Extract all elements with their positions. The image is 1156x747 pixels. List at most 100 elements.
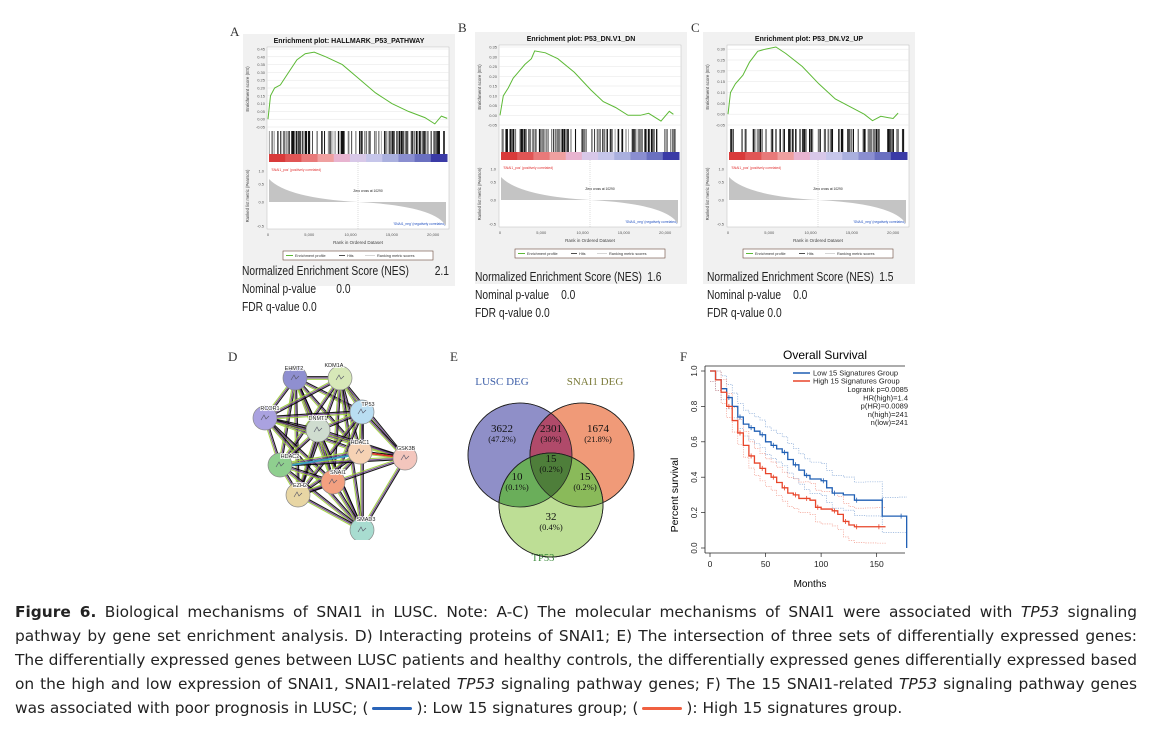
gsea-canvas: 0.350.300.250.200.150.100.050.00-0.05Enr… [477,45,682,259]
venn-label-snai1: SNAI1 DEG [567,376,624,388]
interaction-edge [279,453,361,468]
y-tick-label: 0.00 [489,113,498,118]
protein-structure-icon [355,448,365,455]
x-tick-label: 0 [708,559,713,569]
venn-count: 32 [546,511,557,523]
interaction-edge [361,457,406,531]
caption-text: ): High 15 signatures group. [686,699,903,717]
ranking-heat-segment [382,154,399,162]
p-label: Nominal p-value [707,288,782,302]
gsea-plot-b: 0.35 0.30 0.25 0.20 0.15 0.10 0.05 0.00 -0.05 Enr… [475,32,687,284]
interaction-edge [265,378,341,420]
interaction-edge [278,376,340,465]
panel-letter-b: B [458,20,467,35]
gsea-stats-b: Normalized Enrichment Score (NES) 1.6 Nom… [475,268,721,322]
caption-text: signaling pathway genes was associated w… [15,675,1137,717]
y-tick-label: 0.15 [257,93,266,98]
ranking-heat-segment [333,154,351,162]
y-tick-label: 0.25 [257,78,266,83]
ranking-heat-segment [793,152,811,160]
interaction-edge [332,411,363,483]
protein-structure-icon [275,461,285,468]
low-group-survival-line [710,370,908,548]
panel-letter-d: D [228,349,238,364]
venn-label-lusc: LUSC DEG [475,376,529,388]
venn-count: 1674 [587,423,610,435]
y-tick-label: 0.30 [717,47,726,52]
venn-count: 10 [512,471,524,483]
protein-structure-icon [293,491,303,498]
legend-line-high [642,707,683,710]
interaction-edge [279,450,360,465]
ranking-heat-segment [430,154,448,162]
rank-y-tick: 0.5 [258,182,264,187]
x-tick-label: 5,000 [764,230,775,235]
rank-y-tick: -0.5 [489,222,497,227]
legend-label: Low 15 Signatures Group [813,369,898,378]
gsea-title: Enrichment plot: P53_DN.V1_DN [526,36,636,43]
y-tick-label: 0.05 [257,109,266,114]
fdr-value: 0.0 [535,306,550,320]
y-tick-label: 0.20 [717,68,726,73]
interaction-edge [360,457,405,530]
x-tick-label: 15,000 [618,230,631,235]
negative-label: 'SNAI1_neg' (negatively correlated) [853,220,905,224]
gsea-stats-a: Normalized Enrichment Score (NES) 2.1 Nom… [242,262,488,316]
venn-diagram: LUSC DEG SNAI1 DEG TP53 3622(47.2%)2301(… [467,376,635,564]
protein-structure-icon [335,374,345,381]
x-axis-label: Months [794,579,827,590]
protein-node [285,482,311,508]
p-value: 0.0 [561,288,576,302]
interaction-edge [264,377,341,419]
y-tick-label: 0.8 [690,400,699,412]
venn-percent: (30%) [540,434,561,444]
venn-count: 3622 [491,423,513,435]
p-value: 0.0 [793,288,808,302]
ranking-heat-segment [517,152,534,160]
protein-label: KDM1A [325,363,344,369]
x-axis-label: Rank in Ordered Dataset [565,238,616,243]
fdr-label: FDR q-value [707,306,765,320]
fdr-label: FDR q-value [475,306,533,320]
y-tick-label: 0.30 [257,70,266,75]
protein-node [282,365,308,391]
venn-percent: (0.4%) [539,522,563,532]
x-tick-label: 15,000 [386,232,399,237]
y-tick-label: 0.2 [690,506,699,518]
ranking-heat-segment [842,152,859,160]
protein-label: GSK3B [397,446,416,452]
interaction-edge [279,464,363,531]
ranking-heat-segment [581,152,599,160]
y-axis-label: Percent survival [669,458,681,533]
interaction-edge [340,376,407,458]
legend-box [742,248,894,259]
protein-node [347,439,373,465]
protein-node [267,452,293,478]
interaction-edge [265,412,363,420]
protein-label: EHMT2 [285,366,304,372]
caption-gene: TP53 [898,675,938,693]
ranking-heat-segment [826,152,843,160]
enrichment-profile-line [499,50,674,122]
protein-structure-icon [313,426,323,433]
y-tick-label: 0.15 [489,84,498,89]
legend-label: Hits [579,252,586,256]
y-tick-label: 0.6 [690,436,699,448]
ranking-heat-segment [745,152,762,160]
x-axis-label: Rank in Ordered Dataset [793,238,844,243]
protein-label: SNAI1 [330,470,346,476]
ranking-heat-segment [874,152,892,160]
enrichment-profile-line [267,51,448,125]
es-y-label: Enrichment score (ES) [705,64,710,110]
confidence-band-upper [710,370,886,509]
x-tick-label: 5,000 [536,230,547,235]
interaction-edge [280,463,364,530]
y-tick-label: 0.4 [690,471,699,483]
ranking-heat-segment [777,152,795,160]
stat-annotation: n(low)=241 [871,418,908,427]
rank-y-tick: 0.0 [490,198,496,203]
ranking-heat-segment [349,154,367,162]
y-tick-label: 0.20 [257,86,266,91]
legend-line-low [372,707,413,710]
ranking-metric-area [729,177,906,224]
